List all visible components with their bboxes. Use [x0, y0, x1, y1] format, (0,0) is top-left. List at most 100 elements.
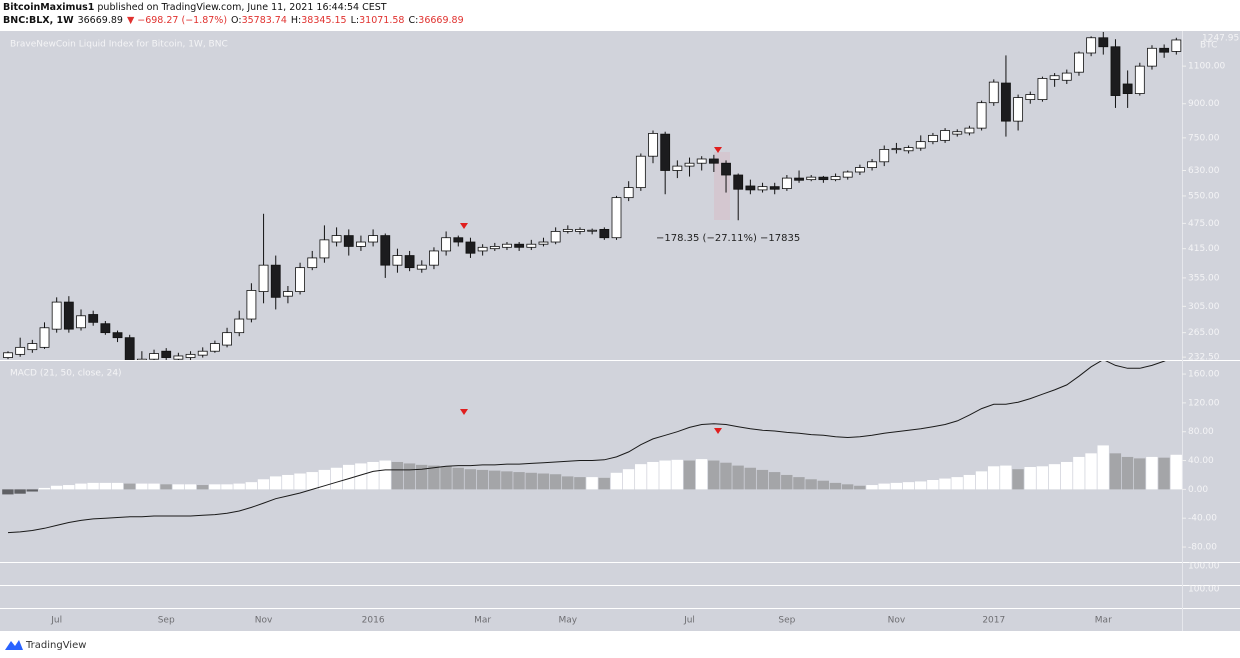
histogram-bar: [878, 483, 890, 490]
histogram-bar: [951, 477, 963, 490]
candle-body: [15, 346, 26, 355]
histogram-bar: [476, 469, 489, 490]
histogram-bar: [914, 481, 927, 490]
candle-body: [489, 246, 500, 250]
histogram-bar: [2, 489, 14, 495]
histogram-bar: [610, 472, 623, 490]
y-tick-label: 80.00: [1188, 427, 1214, 437]
candle-body: [708, 158, 719, 164]
candle-body: [672, 165, 683, 171]
macd-line: [7, 361, 1166, 534]
candle-body: [27, 343, 38, 351]
x-tick-label: 2017: [982, 616, 1005, 626]
candle-body: [1025, 94, 1036, 100]
x-tick-label: Jul: [683, 616, 695, 626]
histogram-bar: [148, 483, 160, 490]
candle-body: [976, 102, 987, 129]
histogram-bar: [342, 464, 355, 490]
histogram-bar: [1134, 458, 1146, 490]
candle-body: [830, 176, 841, 181]
histogram-bar: [744, 467, 756, 490]
published-line: published on TradingView.com, June 11, 2…: [97, 2, 386, 13]
ohlc-label: H:: [291, 15, 301, 26]
candle-body: [234, 318, 245, 334]
histogram-bar: [391, 461, 404, 490]
histogram-bar: [987, 466, 1000, 490]
ohlc-label: C:: [408, 15, 418, 26]
candle-body: [623, 187, 634, 199]
histogram-bar: [75, 483, 87, 490]
header-line: BitcoinMaximus1 published on TradingView.…: [3, 2, 387, 13]
candle-body: [343, 235, 354, 247]
candle-body: [3, 352, 13, 358]
histogram-bar: [1085, 453, 1097, 490]
x-tick-label: Jul: [50, 616, 62, 626]
price-change: ▼ −698.27 (−1.87%): [127, 15, 227, 26]
candle-body: [562, 228, 573, 232]
ohlc-value: 35783.74: [242, 15, 287, 26]
histogram-bar: [829, 482, 842, 490]
histogram-bar: [708, 460, 720, 490]
histogram-bar: [257, 479, 270, 490]
y-tick-label: 355.00: [1188, 273, 1220, 283]
histogram-bar: [1073, 456, 1085, 490]
y-tick-label: 475.00: [1188, 219, 1220, 229]
histogram-bar: [1121, 456, 1134, 490]
candle-body: [283, 291, 293, 297]
histogram-bar: [781, 474, 793, 490]
candle-body: [940, 130, 950, 141]
candle-body: [356, 241, 366, 247]
candle-body: [404, 255, 415, 269]
candle-body: [550, 231, 561, 243]
candle-body: [429, 250, 439, 266]
histogram-bar: [854, 485, 866, 490]
candle-body: [928, 134, 938, 143]
histogram-bar: [975, 471, 988, 490]
histogram-bar: [1036, 466, 1049, 490]
candle-body: [197, 350, 208, 356]
histogram-bar: [38, 487, 51, 490]
candle-body: [806, 176, 817, 181]
candle-body: [721, 162, 731, 176]
histogram-bar: [464, 469, 477, 490]
candle-body: [648, 133, 658, 157]
candle-body: [1134, 65, 1145, 94]
candle-body: [952, 131, 963, 135]
sell-marker: [714, 428, 722, 434]
histogram-bar: [160, 484, 172, 490]
candle-body: [733, 174, 744, 190]
histogram-bar: [294, 473, 306, 490]
candle-body: [964, 127, 975, 134]
histogram-bar: [513, 472, 525, 490]
candle-body: [818, 176, 829, 181]
histogram-bar: [720, 462, 732, 490]
histogram-bar: [793, 477, 805, 490]
candle-body: [575, 228, 585, 232]
candle-body: [660, 133, 671, 171]
candle-body: [161, 350, 172, 358]
candle-body: [258, 264, 269, 292]
candle-body: [1074, 52, 1084, 73]
ohlc-label: L:: [351, 15, 360, 26]
histogram-bar: [14, 489, 26, 494]
histogram-bar: [1048, 464, 1061, 490]
y-tick-label: 160.00: [1188, 370, 1220, 380]
brand-logo: [5, 640, 23, 650]
histogram-bar: [269, 476, 282, 490]
candle-body: [538, 241, 549, 245]
y-tick-label: 40.00: [1188, 456, 1214, 466]
histogram-bar: [866, 485, 878, 490]
candle-body: [988, 81, 999, 104]
ohlc-value: 36669.89: [418, 15, 463, 26]
last-price-tag: 1247.95: [1202, 34, 1239, 44]
candle-body: [246, 290, 257, 320]
histogram-bar: [440, 466, 452, 490]
candle-body: [295, 267, 305, 292]
histogram-bar: [415, 464, 428, 490]
candle-body: [416, 264, 427, 270]
candle-body: [1110, 46, 1121, 96]
candle-body: [453, 237, 464, 243]
candle-body: [1122, 83, 1133, 94]
histogram-bar: [647, 461, 659, 490]
histogram-bar: [537, 473, 550, 490]
